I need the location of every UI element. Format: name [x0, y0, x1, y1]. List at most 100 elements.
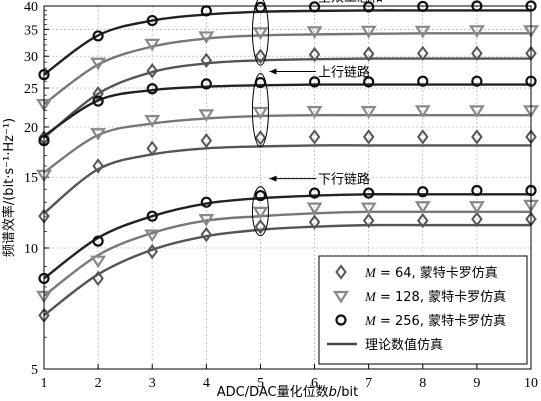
- data-point: [308, 187, 321, 199]
- data-point: [414, 105, 431, 118]
- theory-line: [43, 83, 531, 137]
- y-tick-label: 35: [24, 23, 38, 38]
- data-point: [254, 218, 267, 235]
- data-point: [306, 26, 323, 39]
- data-point: [254, 76, 267, 89]
- y-axis-label: 频谱效率/(bit·s⁻¹·Hz⁻¹): [1, 118, 17, 257]
- data-point: [198, 214, 215, 227]
- data-point: [92, 30, 104, 42]
- y-tick-label: 25: [24, 82, 38, 97]
- data-point: [471, 211, 483, 227]
- data-point: [146, 83, 158, 95]
- axis-ticks: 1 2 3 4 5 6 7 8 9 10 5 10 15 20 25 30 35 40: [24, 0, 538, 391]
- x-tick-label: 4: [203, 376, 210, 391]
- x-tick-label: 2: [95, 376, 102, 391]
- annotation-label: 上行链路: [318, 65, 370, 81]
- legend-box: [318, 255, 528, 365]
- theory-line: [43, 210, 531, 297]
- data-point: [90, 128, 107, 141]
- data-point: [254, 48, 267, 64]
- data-point: [360, 25, 377, 39]
- data-point: [146, 63, 158, 79]
- data-point: [417, 129, 429, 145]
- data-point: [308, 129, 321, 145]
- data-point: [92, 158, 104, 174]
- data-point: [90, 255, 107, 269]
- data-point: [198, 31, 215, 44]
- data-point: [468, 105, 485, 118]
- data-point: [92, 95, 104, 107]
- annotation-ellipse: [251, 186, 269, 237]
- data-point: [362, 46, 375, 62]
- data-point: [308, 1, 321, 13]
- data-point: [146, 210, 158, 222]
- legend-label: M = 256, 蒙特卡罗仿真: [364, 313, 506, 329]
- data-point: [146, 243, 158, 260]
- annotation-ellipse: [251, 73, 269, 148]
- legend-marker: [333, 290, 349, 304]
- data-point: [363, 76, 375, 88]
- theory-line: [43, 193, 531, 280]
- data-point: [471, 184, 483, 197]
- data-point: [417, 45, 429, 62]
- data-point: [198, 109, 215, 122]
- data-point: [308, 214, 321, 230]
- data-point: [417, 186, 429, 198]
- data-point: [252, 27, 269, 40]
- x-tick-label: 5: [257, 376, 264, 391]
- data-point: [363, 1, 375, 13]
- data-point: [308, 46, 321, 63]
- data-point: [92, 270, 104, 287]
- data-point: [254, 1, 267, 13]
- data-point: [200, 132, 213, 149]
- legend-marker: [335, 314, 347, 326]
- data-point: [468, 201, 485, 214]
- data-point: [414, 201, 431, 214]
- data-point: [360, 106, 377, 119]
- data-point: [90, 57, 107, 71]
- data-point: [252, 106, 269, 120]
- theory-line: [43, 113, 531, 174]
- legend-label: M = 64, 蒙特卡罗仿真: [364, 265, 498, 281]
- theory-line: [43, 32, 531, 106]
- data-point: [363, 187, 375, 199]
- annotation-arrowhead: [269, 68, 277, 75]
- x-axis-label: ADC/DAC量化位数b/bit: [217, 385, 359, 400]
- annotation-label: 全双工总和: [318, 0, 383, 5]
- legend-marker: [335, 264, 347, 280]
- x-tick-label: 7: [365, 376, 372, 391]
- data-point: [360, 202, 377, 216]
- x-tick-label: 1: [41, 376, 48, 391]
- data-point: [308, 76, 321, 88]
- data-point: [144, 38, 161, 52]
- data-point: [146, 140, 158, 156]
- x-tick-label: 10: [524, 376, 538, 391]
- y-tick-label: 20: [24, 121, 38, 136]
- y-tick-label: 10: [24, 242, 38, 257]
- theory-line: [43, 144, 531, 215]
- y-tick-label: 30: [24, 50, 38, 65]
- x-tick-label: 8: [419, 376, 426, 391]
- theory-line: [43, 9, 531, 76]
- data-point: [414, 25, 431, 39]
- y-tick-label: 15: [24, 171, 38, 186]
- data-point: [362, 129, 375, 145]
- data-point: [200, 78, 212, 90]
- data-point: [200, 226, 213, 243]
- x-tick-label: 6: [311, 376, 318, 391]
- data-point: [146, 14, 158, 27]
- data-series: [36, 0, 539, 323]
- data-point: [254, 190, 267, 202]
- data-point: [92, 235, 104, 247]
- data-point: [417, 75, 429, 87]
- plot-frame: [43, 5, 532, 370]
- x-tick-label: 9: [473, 376, 480, 391]
- annotations: 全双工总和上行链路下行链路: [251, 0, 383, 237]
- data-point: [471, 75, 483, 87]
- theory-line: [43, 57, 531, 139]
- y-tick-label: 5: [31, 363, 38, 378]
- data-point: [306, 202, 323, 216]
- data-point: [144, 229, 161, 243]
- theory-line: [43, 223, 531, 317]
